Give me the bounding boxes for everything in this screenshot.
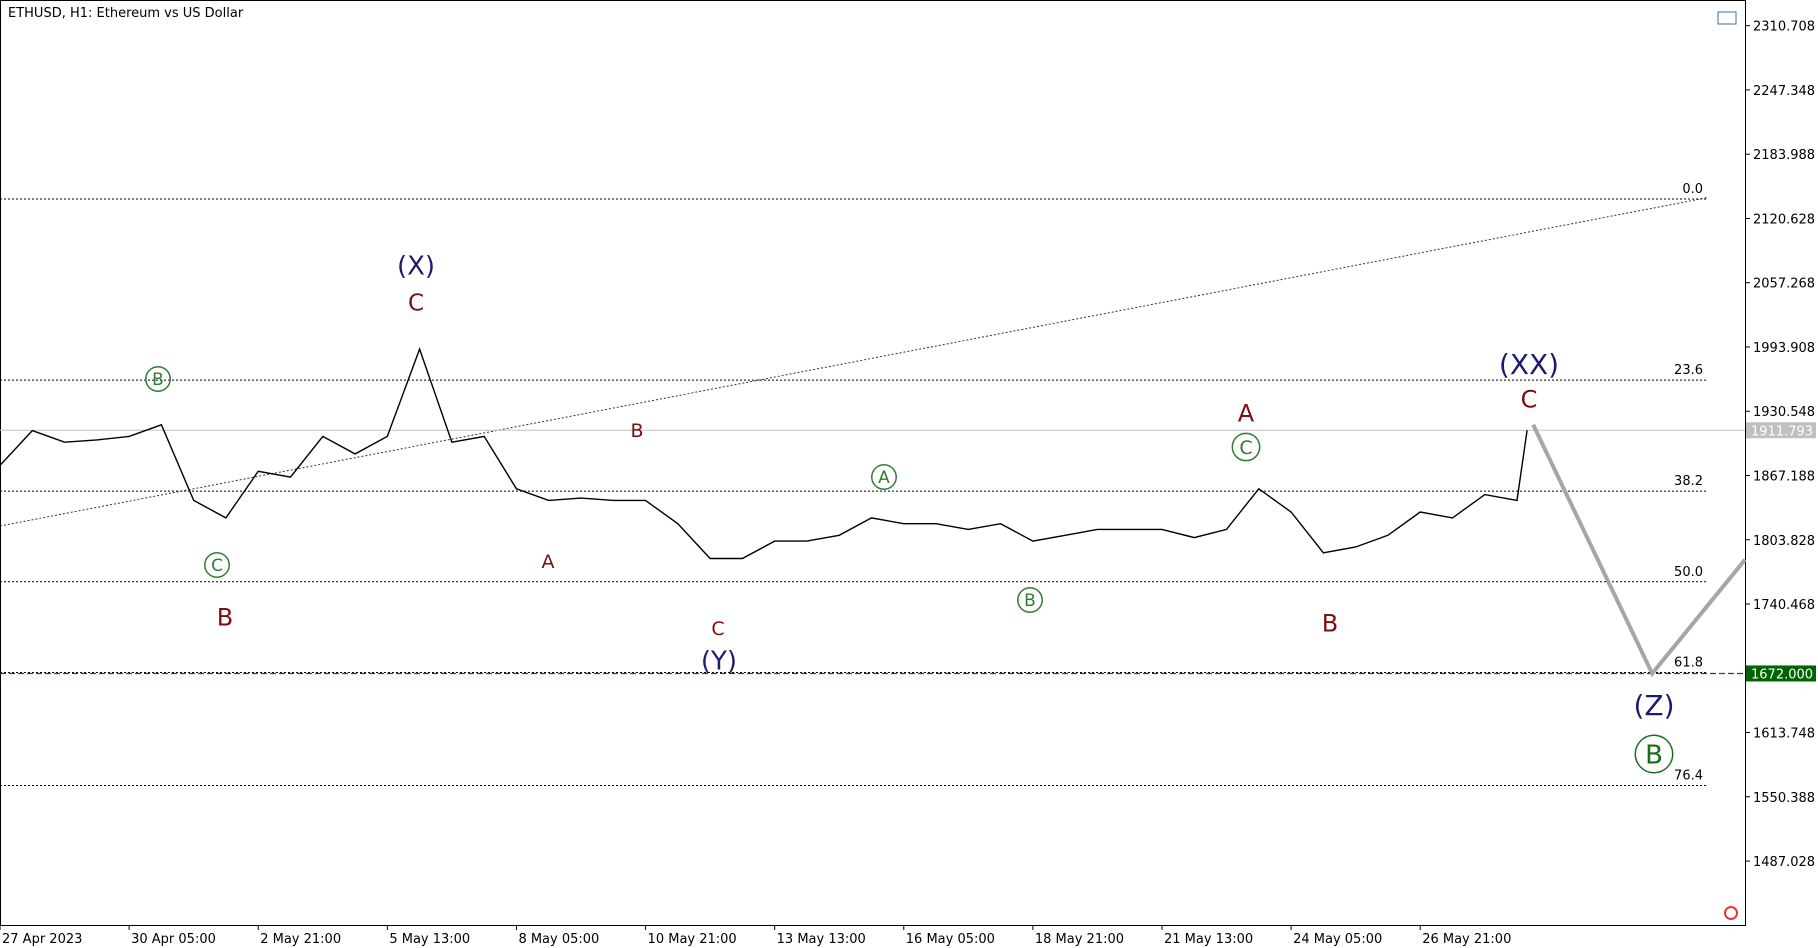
wave-label: C [408, 290, 424, 316]
wave-label: (Y) [701, 646, 737, 676]
x-tick-label: 27 Apr 2023 [2, 932, 82, 947]
wave-label: B [630, 420, 643, 442]
y-tick-label: 2247.348 [1753, 84, 1815, 99]
price-line-series [0, 347, 1528, 560]
wave-label: B [1322, 610, 1338, 638]
wave-label: (XX) [1499, 348, 1559, 381]
wave-label-circle [1231, 432, 1261, 462]
wave-label-circle [204, 552, 230, 578]
wave-label: C [711, 618, 724, 640]
chart-title: ETHUSD, H1: Ethereum vs US Dollar [8, 6, 244, 21]
fib-label: 76.4 [1674, 768, 1703, 783]
x-tick-label: 26 May 21:00 [1422, 932, 1511, 947]
x-tick-label: 18 May 21:00 [1035, 932, 1124, 947]
wave-label: (Z) [1633, 689, 1674, 722]
fib-label: 50.0 [1674, 565, 1703, 580]
x-tick-label: 13 May 13:00 [777, 932, 866, 947]
indicator-icon[interactable] [1724, 906, 1738, 920]
price-label-box [1746, 665, 1816, 682]
y-tick-label: 1803.828 [1753, 534, 1815, 549]
y-tick-label: 2183.988 [1753, 148, 1815, 163]
x-tick-label: 16 May 05:00 [906, 932, 995, 947]
x-tick-label: 8 May 05:00 [518, 932, 599, 947]
plot-frame [0, 0, 1746, 926]
y-tick-label: 1740.468 [1753, 598, 1815, 613]
fib-label: 38.2 [1674, 474, 1703, 489]
projection-path [1531, 423, 1747, 678]
y-tick-label: 1867.188 [1753, 469, 1815, 484]
fib-label: 0.0 [1682, 182, 1703, 197]
wave-label: B [152, 370, 164, 390]
toolbar-icon[interactable] [1717, 11, 1737, 25]
trendline [0, 197, 1707, 527]
y-tick-label: 1613.748 [1753, 727, 1815, 742]
x-tick-label: 10 May 21:00 [648, 932, 737, 947]
fib-label: 23.6 [1674, 363, 1703, 378]
y-tick-label: 2120.628 [1753, 212, 1815, 227]
wave-label-circle [871, 464, 897, 490]
x-tick-label: 24 May 05:00 [1293, 932, 1382, 947]
y-tick-label: 2310.708 [1753, 20, 1815, 35]
y-tick-label: 1930.548 [1753, 405, 1815, 420]
y-tick-label: 2057.268 [1753, 277, 1815, 292]
price-label: 1672.000 [1751, 667, 1813, 682]
y-tick-label: 1993.908 [1753, 341, 1815, 356]
fib-label: 61.8 [1674, 656, 1703, 671]
wave-label-circle [145, 366, 171, 392]
wave-label: A [878, 468, 890, 488]
wave-label: A [542, 551, 555, 573]
wave-label: (X) [397, 251, 435, 281]
wave-label: B [1645, 740, 1663, 770]
wave-label: B [217, 604, 233, 632]
x-tick-label: 30 Apr 05:00 [131, 932, 216, 947]
wave-label: A [1238, 400, 1255, 428]
wave-label-circle [1017, 587, 1043, 613]
price-label: 1911.793 [1751, 424, 1813, 439]
wave-label: C [1521, 386, 1538, 414]
price-label-box [1746, 422, 1816, 439]
y-tick-label: 1487.028 [1753, 855, 1815, 870]
wave-label: C [1239, 437, 1252, 459]
x-tick-label: 2 May 21:00 [260, 932, 341, 947]
x-tick-label: 5 May 13:00 [389, 932, 470, 947]
wave-label-circle [1634, 734, 1674, 774]
y-tick-label: 1550.388 [1753, 791, 1815, 806]
wave-label: C [211, 556, 223, 576]
wave-label: B [1024, 591, 1036, 611]
x-tick-label: 21 May 13:00 [1164, 932, 1253, 947]
